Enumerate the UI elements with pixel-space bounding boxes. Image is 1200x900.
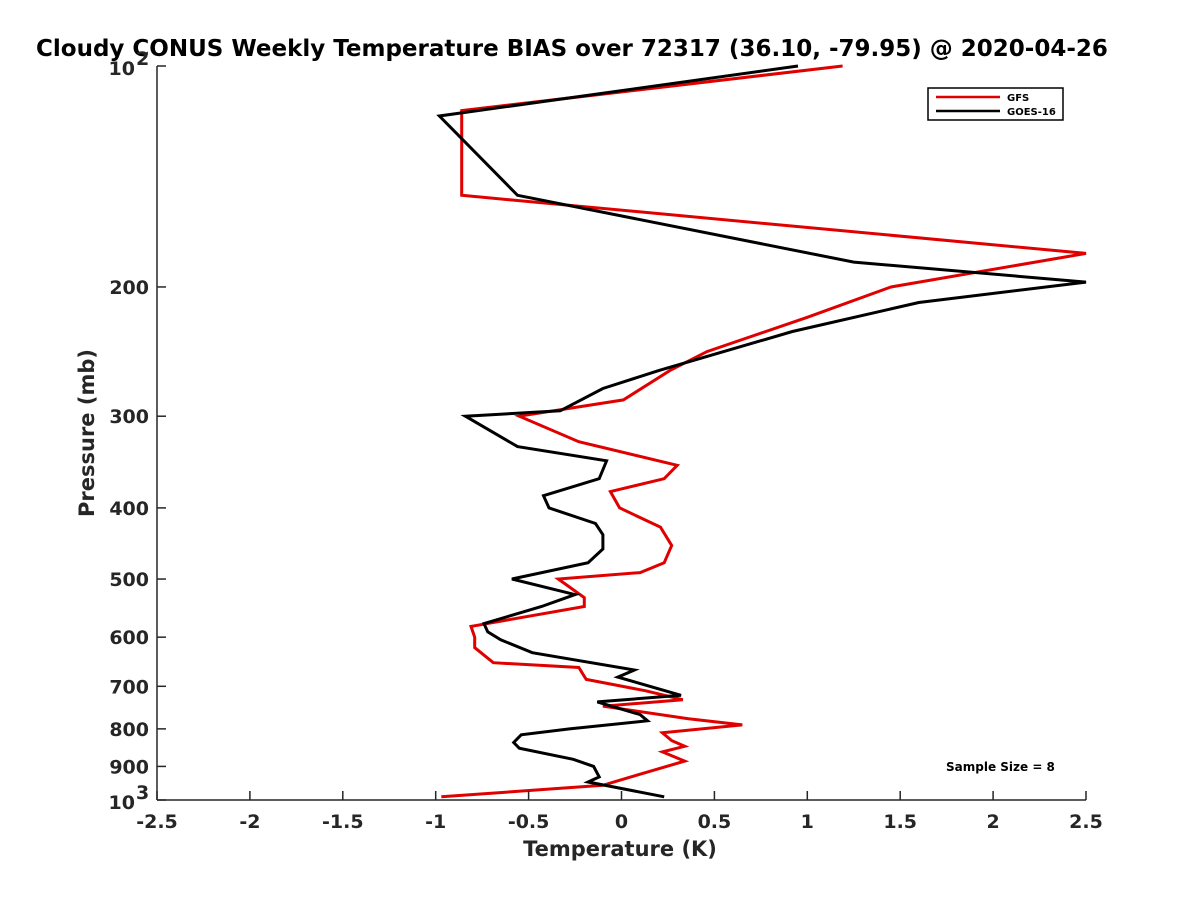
y-tick-label: 700 — [109, 676, 149, 698]
y-tick-label: 500 — [109, 569, 149, 591]
x-axis-label: Temperature (K) — [523, 837, 717, 861]
x-tick-label: -2.5 — [136, 811, 178, 833]
y-tick-label: 10 — [109, 58, 135, 80]
y-tick-label: 400 — [109, 498, 149, 520]
y-axis-label: Pressure (mb) — [75, 349, 99, 517]
chart-title: Cloudy CONUS Weekly Temperature BIAS ove… — [36, 36, 1108, 62]
y-tick-label: 10 — [109, 792, 135, 814]
y-tick-exponent: 3 — [136, 782, 149, 804]
sample-size-annotation: Sample Size = 8 — [946, 760, 1055, 774]
series-line-gfs — [441, 64, 1087, 799]
legend-label-gfs: GFS — [1007, 93, 1029, 104]
legend-box — [927, 87, 1064, 121]
x-tick-label: -1 — [425, 811, 446, 833]
legend-label-goes16: GOES-16 — [1007, 107, 1056, 118]
x-tick-label: 2.5 — [1069, 811, 1103, 833]
x-tick-labels: -2.5 -2 -1.5 -1 -0.5 0 0.5 1 1.5 2 2.5 — [136, 791, 1103, 833]
y-tick-label: 900 — [109, 756, 149, 778]
y-tick-label: 800 — [109, 719, 149, 741]
x-tick-label: 1.5 — [883, 811, 917, 833]
y-tick-label: 200 — [109, 277, 149, 299]
y-tick-exponent: 2 — [136, 48, 149, 70]
y-tick-label: 300 — [109, 406, 149, 428]
legend: GFS GOES-16 — [927, 87, 1064, 121]
x-tick-label: 0.5 — [698, 811, 732, 833]
x-tick-label: 0 — [615, 811, 628, 833]
series-layer — [436, 64, 1087, 799]
series-line-goes-16 — [436, 64, 1087, 799]
x-tick-label: 1 — [801, 811, 814, 833]
x-tick-label: -0.5 — [508, 811, 550, 833]
x-tick-label: 2 — [986, 811, 999, 833]
x-tick-label: -2 — [239, 811, 260, 833]
plot-area: -2.5 -2 -1.5 -1 -0.5 0 0.5 1 1.5 2 2.5 10 220030040… — [109, 48, 1103, 833]
y-tick-label: 600 — [109, 627, 149, 649]
x-tick-label: -1.5 — [322, 811, 364, 833]
